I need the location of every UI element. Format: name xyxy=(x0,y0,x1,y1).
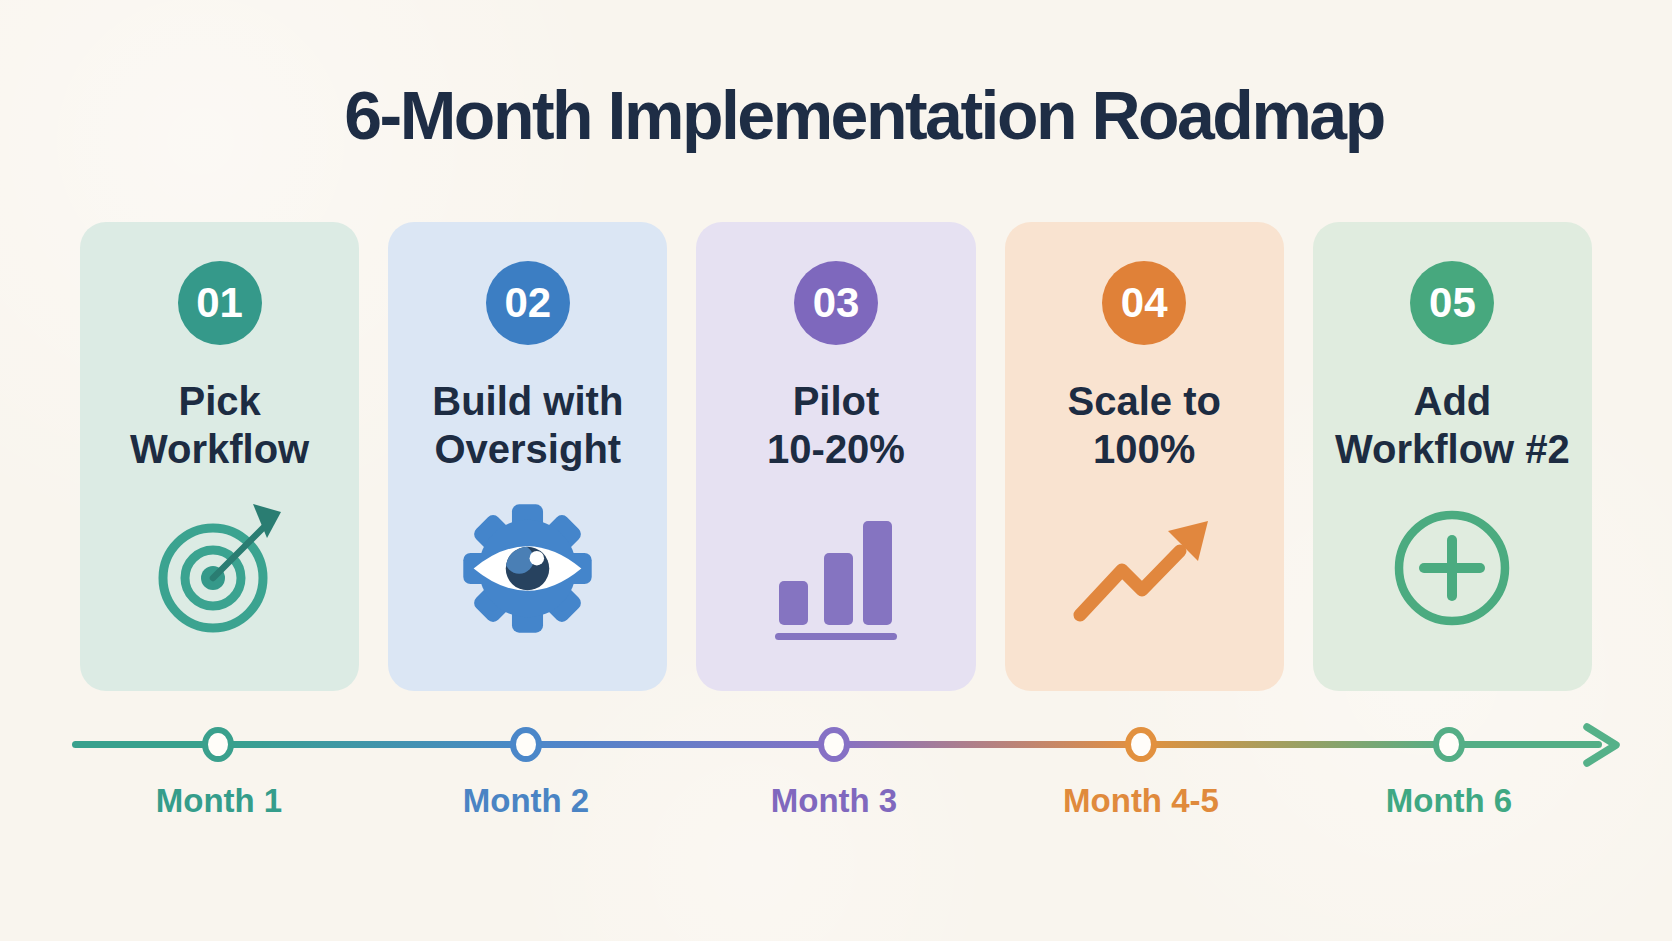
timeline-dot-1 xyxy=(202,727,234,762)
month-label-1: Month 1 xyxy=(109,782,329,820)
step-card-2: 02 Build with Oversight xyxy=(388,222,667,691)
month-label-2: Month 2 xyxy=(416,782,636,820)
month-label-4: Month 4-5 xyxy=(1031,782,1251,820)
month-label-5: Month 6 xyxy=(1339,782,1559,820)
trend-arrow-icon xyxy=(1005,493,1284,643)
roadmap-cards: 01 Pick Workflow 02 Build with Oversight xyxy=(80,222,1592,691)
target-icon xyxy=(80,493,359,643)
step-title: Pilot 10-20% xyxy=(767,377,905,473)
step-card-3: 03 Pilot 10-20% xyxy=(696,222,975,691)
step-card-5: 05 Add Workflow #2 xyxy=(1313,222,1592,691)
timeline-dot-5 xyxy=(1433,727,1465,762)
timeline-dot-3 xyxy=(818,727,850,762)
step-number-badge: 03 xyxy=(794,261,878,345)
bar-chart-icon xyxy=(696,493,975,643)
step-number-badge: 01 xyxy=(178,261,262,345)
gear-eye-icon xyxy=(388,493,667,643)
step-number-badge: 04 xyxy=(1102,261,1186,345)
timeline-dot-4 xyxy=(1125,727,1157,762)
step-number-badge: 02 xyxy=(486,261,570,345)
step-card-4: 04 Scale to 100% xyxy=(1005,222,1284,691)
timeline-dot-2 xyxy=(510,727,542,762)
step-card-1: 01 Pick Workflow xyxy=(80,222,359,691)
step-title: Build with Oversight xyxy=(432,377,623,473)
timeline-arrowhead-icon xyxy=(1578,711,1628,779)
step-number-badge: 05 xyxy=(1410,261,1494,345)
step-title: Add Workflow #2 xyxy=(1335,377,1570,473)
plus-circle-icon xyxy=(1313,493,1592,643)
step-title: Scale to 100% xyxy=(1068,377,1221,473)
step-title: Pick Workflow xyxy=(130,377,309,473)
page-title: 6-Month Implementation Roadmap xyxy=(28,76,1672,154)
month-label-3: Month 3 xyxy=(724,782,944,820)
